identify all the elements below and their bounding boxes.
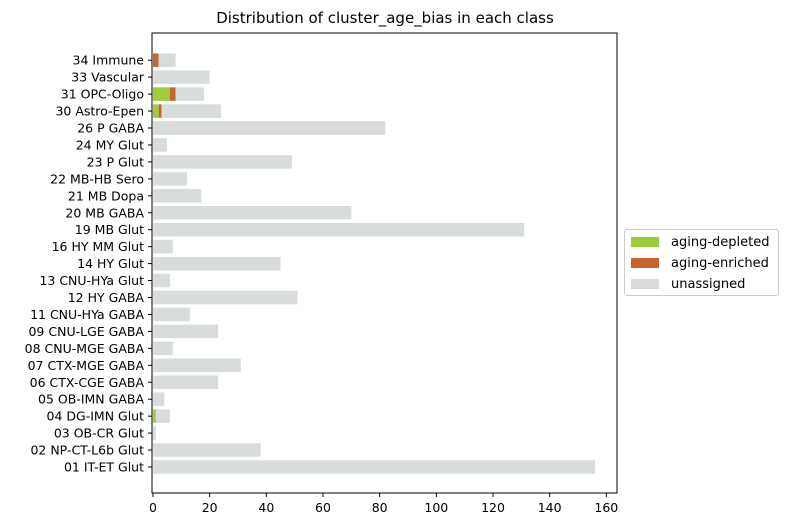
bar-unassigned — [153, 70, 210, 84]
bar-unassigned — [153, 460, 595, 474]
bar-unassigned — [153, 273, 170, 288]
y-tick-label: 11 CNU-HYa GABA — [30, 307, 144, 322]
bar-unassigned — [175, 87, 204, 101]
y-tick-label: 31 OPC-Oligo — [61, 87, 144, 102]
y-tick-label: 33 Vascular — [71, 70, 145, 85]
bar-unassigned — [153, 307, 190, 322]
bar-unassigned — [153, 290, 298, 305]
bar-aging-depleted — [153, 87, 170, 101]
y-tick-label: 16 HY MM Glut — [52, 239, 145, 254]
bar-aging-depleted — [153, 409, 156, 423]
chart-title: Distribution of cluster_age_bias in each… — [216, 9, 554, 28]
x-tick-label: 140 — [538, 500, 562, 515]
legend: aging-depleted aging-enriched unassigned — [624, 229, 779, 296]
bar-unassigned — [153, 443, 261, 457]
y-tick-label: 22 MB-HB Sero — [50, 171, 144, 186]
bar-unassigned — [153, 256, 281, 271]
bar-unassigned — [153, 189, 202, 203]
y-tick-label: 05 OB-IMN GABA — [38, 392, 144, 407]
bars-layer — [153, 53, 595, 474]
legend-item-aging-enriched: aging-enriched — [631, 255, 769, 271]
y-tick-label: 24 MY Glut — [76, 137, 144, 152]
y-tick-label: 19 MB Glut — [75, 222, 144, 237]
y-tick-label: 26 P GABA — [77, 121, 144, 136]
y-tick-label: 12 HY GABA — [68, 290, 145, 305]
legend-swatch-aging-depleted — [631, 237, 659, 247]
bar-unassigned — [153, 341, 173, 356]
x-tick-label: 80 — [372, 500, 388, 515]
bar-unassigned — [153, 121, 386, 135]
y-tick-label: 34 Immune — [73, 53, 145, 68]
bar-aging-enriched — [153, 53, 159, 67]
bar-unassigned — [153, 172, 187, 186]
bar-unassigned — [153, 222, 525, 237]
bar-aging-enriched — [158, 104, 162, 118]
bar-unassigned — [155, 409, 170, 423]
legend-swatch-aging-enriched — [631, 258, 659, 268]
legend-label: aging-depleted — [671, 234, 770, 250]
legend-item-unassigned: unassigned — [631, 276, 745, 292]
y-tick-label: 04 DG-IMN Glut — [47, 409, 145, 424]
y-tick-label: 08 CNU-MGE GABA — [25, 341, 145, 356]
x-tick-label: 120 — [481, 500, 505, 515]
legend-item-aging-depleted: aging-depleted — [631, 234, 769, 250]
plot-frame — [151, 32, 618, 494]
bar-unassigned — [158, 53, 176, 67]
bar-aging-enriched — [170, 87, 176, 101]
x-tick-label: 40 — [258, 500, 274, 515]
bar-unassigned — [153, 375, 219, 389]
y-tick-label: 01 IT-ET Glut — [64, 460, 144, 475]
y-tick-label: 06 CTX-CGE GABA — [30, 375, 145, 390]
bar-unassigned — [153, 426, 156, 440]
x-tick-label: 20 — [202, 500, 218, 515]
bar-aging-depleted — [153, 104, 159, 118]
bar-unassigned — [153, 239, 173, 254]
x-tick-label: 60 — [315, 500, 331, 515]
y-tick-label: 03 OB-CR Glut — [54, 426, 144, 441]
legend-swatch-unassigned — [631, 279, 659, 289]
bar-unassigned — [153, 155, 292, 169]
y-tick-label: 23 P Glut — [87, 154, 144, 169]
bar-unassigned — [153, 392, 165, 406]
y-tick-label: 14 HY Glut — [77, 256, 144, 271]
y-tick-label: 20 MB GABA — [65, 205, 144, 220]
y-tick-label: 09 CNU-LGE GABA — [28, 324, 144, 339]
x-tick-label: 100 — [424, 500, 448, 515]
bar-unassigned — [153, 206, 352, 220]
legend-label: unassigned — [671, 276, 746, 292]
x-tick-label: 160 — [594, 500, 618, 515]
y-tick-label: 30 Astro-Epen — [55, 104, 144, 119]
x-tick-label: 0 — [149, 500, 157, 515]
y-tick-label: 21 MB Dopa — [68, 188, 144, 203]
legend-label: aging-enriched — [671, 255, 769, 271]
y-tick-label: 02 NP-CT-L6b Glut — [30, 443, 144, 458]
bar-unassigned — [161, 104, 221, 118]
bar-unassigned — [153, 358, 241, 373]
bar-unassigned — [153, 324, 219, 339]
y-tick-label: 13 CNU-HYa Glut — [39, 273, 144, 288]
bar-unassigned — [153, 138, 168, 152]
y-tick-label: 07 CTX-MGE GABA — [28, 358, 145, 373]
y-axis-ticks: 01 IT-ET Glut 02 NP-CT-L6b Glut 03 OB-CR G… — [25, 53, 152, 475]
x-axis-ticks: 0 20 40 60 80 100 120 140 160 — [149, 493, 618, 515]
